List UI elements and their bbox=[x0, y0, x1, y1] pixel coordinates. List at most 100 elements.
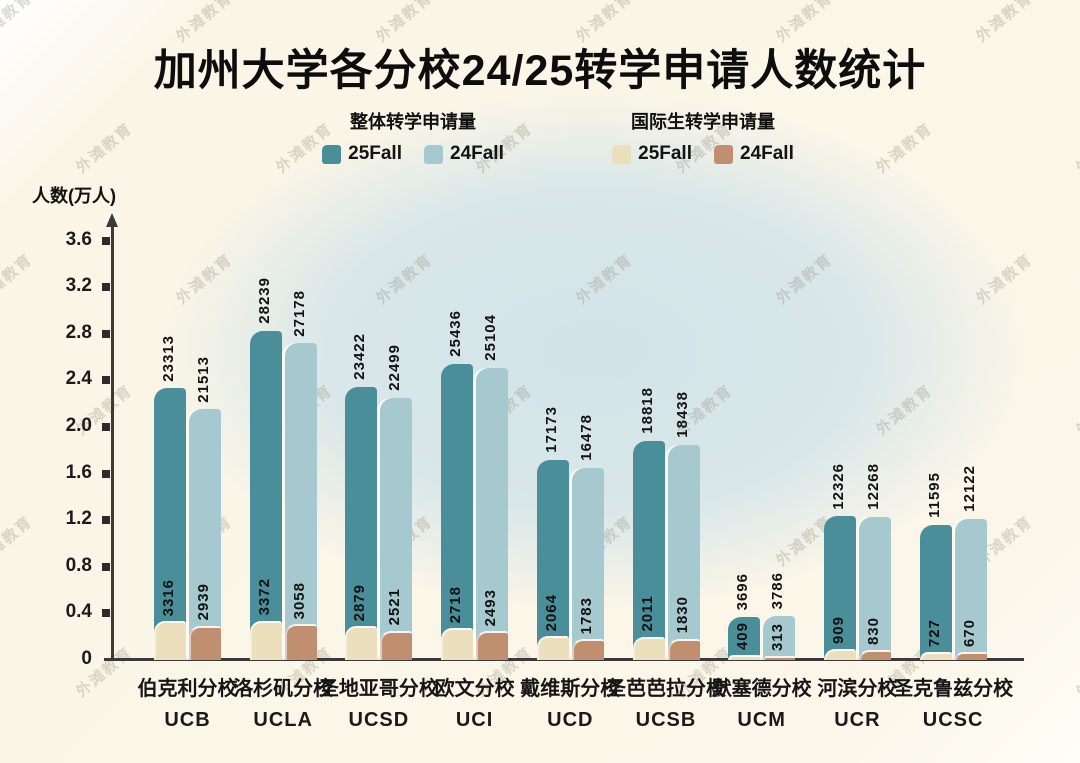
value-UCSD-intl-24fall: 2521 bbox=[386, 588, 404, 626]
watermark-text: 外滩教育 bbox=[1073, 643, 1080, 701]
category-label-en: UCM bbox=[737, 709, 786, 731]
value-UCI-overall-24fall: 25104 bbox=[482, 313, 500, 361]
legend-item-overall-24fall: 24Fall bbox=[424, 143, 504, 165]
value-UCR-overall-24fall: 12268 bbox=[864, 463, 882, 511]
swatch-intl-24fall-icon bbox=[714, 144, 733, 164]
legend-overall-title: 整体转学申请量 bbox=[350, 112, 476, 132]
swatch-intl-25fall-icon bbox=[612, 144, 632, 164]
y-tick-mark-icon bbox=[102, 423, 110, 431]
y-tick-label: 3.6 bbox=[65, 228, 92, 250]
value-UCSD-overall-24fall: 22499 bbox=[386, 344, 404, 391]
bar-UCM-intl-25fall bbox=[728, 655, 761, 660]
y-axis-title: 人数(万人) bbox=[32, 186, 116, 206]
legend-item-intl-25fall: 25Fall bbox=[612, 143, 692, 165]
value-UCM-intl-25fall: 409 bbox=[734, 622, 752, 651]
category-label-zh: 戴维斯分校 bbox=[520, 678, 621, 700]
category-label-en: UCLA bbox=[253, 709, 313, 731]
bar-UCB-overall-25fall bbox=[154, 388, 186, 660]
legend-international-title: 国际生转学申请量 bbox=[631, 112, 775, 132]
value-UCM-intl-24fall: 313 bbox=[769, 623, 787, 652]
bar-UCM-overall-25fall bbox=[728, 616, 761, 660]
category-label-zh: 欧文分校 bbox=[434, 678, 515, 700]
watermark-text: 外滩教育 bbox=[573, 250, 637, 308]
y-tick-label: 2.0 bbox=[65, 415, 92, 436]
y-tick-label: 0.4 bbox=[65, 601, 92, 623]
category-UCM: 默塞德分校 UCM bbox=[682, 672, 842, 732]
bar-UCSC-overall-25fall bbox=[919, 524, 952, 660]
bar-UCD-intl-24fall bbox=[571, 639, 604, 660]
value-UCD-intl-25fall: 2064 bbox=[542, 593, 560, 631]
bar-UCD-overall-25fall bbox=[536, 459, 569, 660]
category-UCSB: 圣芭芭拉分校 UCSB bbox=[586, 672, 746, 732]
value-UCD-overall-25fall: 17173 bbox=[542, 406, 560, 453]
category-label-zh: 伯克利分校 bbox=[137, 678, 238, 700]
bar-UCSC-overall-24fall bbox=[954, 518, 987, 660]
y-tick-label: 1.6 bbox=[65, 461, 92, 483]
bar-UCI-overall-24fall bbox=[476, 367, 509, 660]
bar-UCR-overall-24fall bbox=[858, 517, 891, 660]
bar-UCSB-overall-24fall bbox=[667, 445, 700, 660]
legend-group-international: 国际生转学申请量 25Fall 24Fall bbox=[588, 108, 818, 165]
category-UCR: 河滨分校 UCR bbox=[777, 672, 937, 732]
y-tick-mark-icon bbox=[102, 516, 110, 525]
y-tick-mark-icon bbox=[102, 329, 110, 338]
watermark-text: 外滩教育 bbox=[1073, 381, 1080, 439]
category-UCD: 戴维斯分校 UCD bbox=[490, 672, 650, 732]
swatch-overall-24fall-icon bbox=[424, 144, 443, 164]
watermark-text: 外滩教育 bbox=[873, 119, 937, 177]
value-UCB-intl-25fall: 3316 bbox=[160, 579, 177, 617]
category-label-en: UCR bbox=[834, 709, 881, 731]
category-label-en: UCSB bbox=[635, 709, 697, 731]
bar-UCB-intl-24fall bbox=[189, 625, 221, 660]
value-UCSD-intl-25fall: 2879 bbox=[351, 584, 369, 622]
category-label-en: UCSD bbox=[348, 709, 410, 731]
category-label-zh: 洛杉矶分校 bbox=[233, 678, 334, 700]
bar-UCSB-intl-24fall bbox=[667, 638, 700, 660]
bar-UCB-intl-25fall bbox=[154, 621, 186, 660]
value-UCLA-overall-24fall: 27178 bbox=[290, 289, 308, 337]
swatch-overall-25fall-icon bbox=[322, 144, 342, 164]
value-UCR-overall-25fall: 12326 bbox=[829, 462, 847, 510]
y-tick-label: 3.2 bbox=[65, 275, 92, 297]
bar-UCD-overall-24fall bbox=[571, 468, 604, 660]
value-UCSB-overall-25fall: 18818 bbox=[638, 387, 656, 434]
value-UCR-intl-24fall: 830 bbox=[864, 617, 882, 646]
bar-UCM-intl-24fall bbox=[763, 656, 796, 660]
category-label-en: UCI bbox=[455, 709, 494, 731]
legend-overall-items: 25Fall 24Fall bbox=[308, 143, 518, 165]
value-UCSB-overall-24fall: 18438 bbox=[673, 391, 691, 439]
bar-UCLA-overall-24fall bbox=[284, 343, 317, 660]
value-UCI-intl-24fall: 2493 bbox=[482, 588, 500, 626]
legend-item-intl-24fall: 24Fall bbox=[714, 143, 794, 165]
bar-UCSB-overall-25fall bbox=[632, 440, 665, 660]
y-tick-label: 0 bbox=[81, 648, 92, 669]
value-UCLA-overall-25fall: 28239 bbox=[255, 277, 273, 325]
bar-UCSD-overall-25fall bbox=[345, 387, 378, 660]
category-UCSC: 圣克鲁兹分校 UCSC bbox=[873, 672, 1033, 732]
y-tick-mark-icon bbox=[102, 236, 110, 245]
bar-UCLA-intl-24fall bbox=[284, 624, 317, 660]
category-UCSD: 圣地亚哥分校 UCSD bbox=[299, 672, 459, 732]
legend-group-overall: 整体转学申请量 25Fall 24Fall bbox=[308, 108, 518, 165]
bar-UCSC-intl-25fall bbox=[919, 651, 952, 660]
value-UCB-intl-24fall: 2939 bbox=[195, 583, 212, 621]
bar-UCSB-intl-25fall bbox=[632, 636, 665, 660]
bar-UCLA-intl-25fall bbox=[249, 620, 282, 660]
value-UCD-intl-24fall: 1783 bbox=[577, 596, 595, 635]
category-label-en: UCB bbox=[164, 709, 211, 731]
watermark-text: 外滩教育 bbox=[173, 250, 237, 308]
value-UCB-overall-25fall: 23313 bbox=[160, 334, 177, 382]
value-UCI-overall-25fall: 25436 bbox=[447, 309, 465, 357]
bar-UCSC-intl-24fall bbox=[954, 652, 987, 660]
bar-UCI-intl-24fall bbox=[476, 630, 509, 660]
watermark-text: 外滩教育 bbox=[873, 381, 937, 439]
y-tick-mark-icon bbox=[102, 283, 110, 292]
category-label-zh: 默塞德分校 bbox=[711, 678, 812, 700]
y-tick-mark-icon bbox=[102, 469, 110, 478]
y-tick-label: 2.8 bbox=[65, 321, 92, 343]
value-UCSC-intl-24fall: 670 bbox=[960, 619, 978, 648]
page-title: 加州大学各分校24/25转学申请人数统计 bbox=[153, 47, 927, 95]
y-tick-label: 2.4 bbox=[65, 368, 92, 390]
value-UCSC-overall-25fall: 11595 bbox=[925, 472, 943, 518]
